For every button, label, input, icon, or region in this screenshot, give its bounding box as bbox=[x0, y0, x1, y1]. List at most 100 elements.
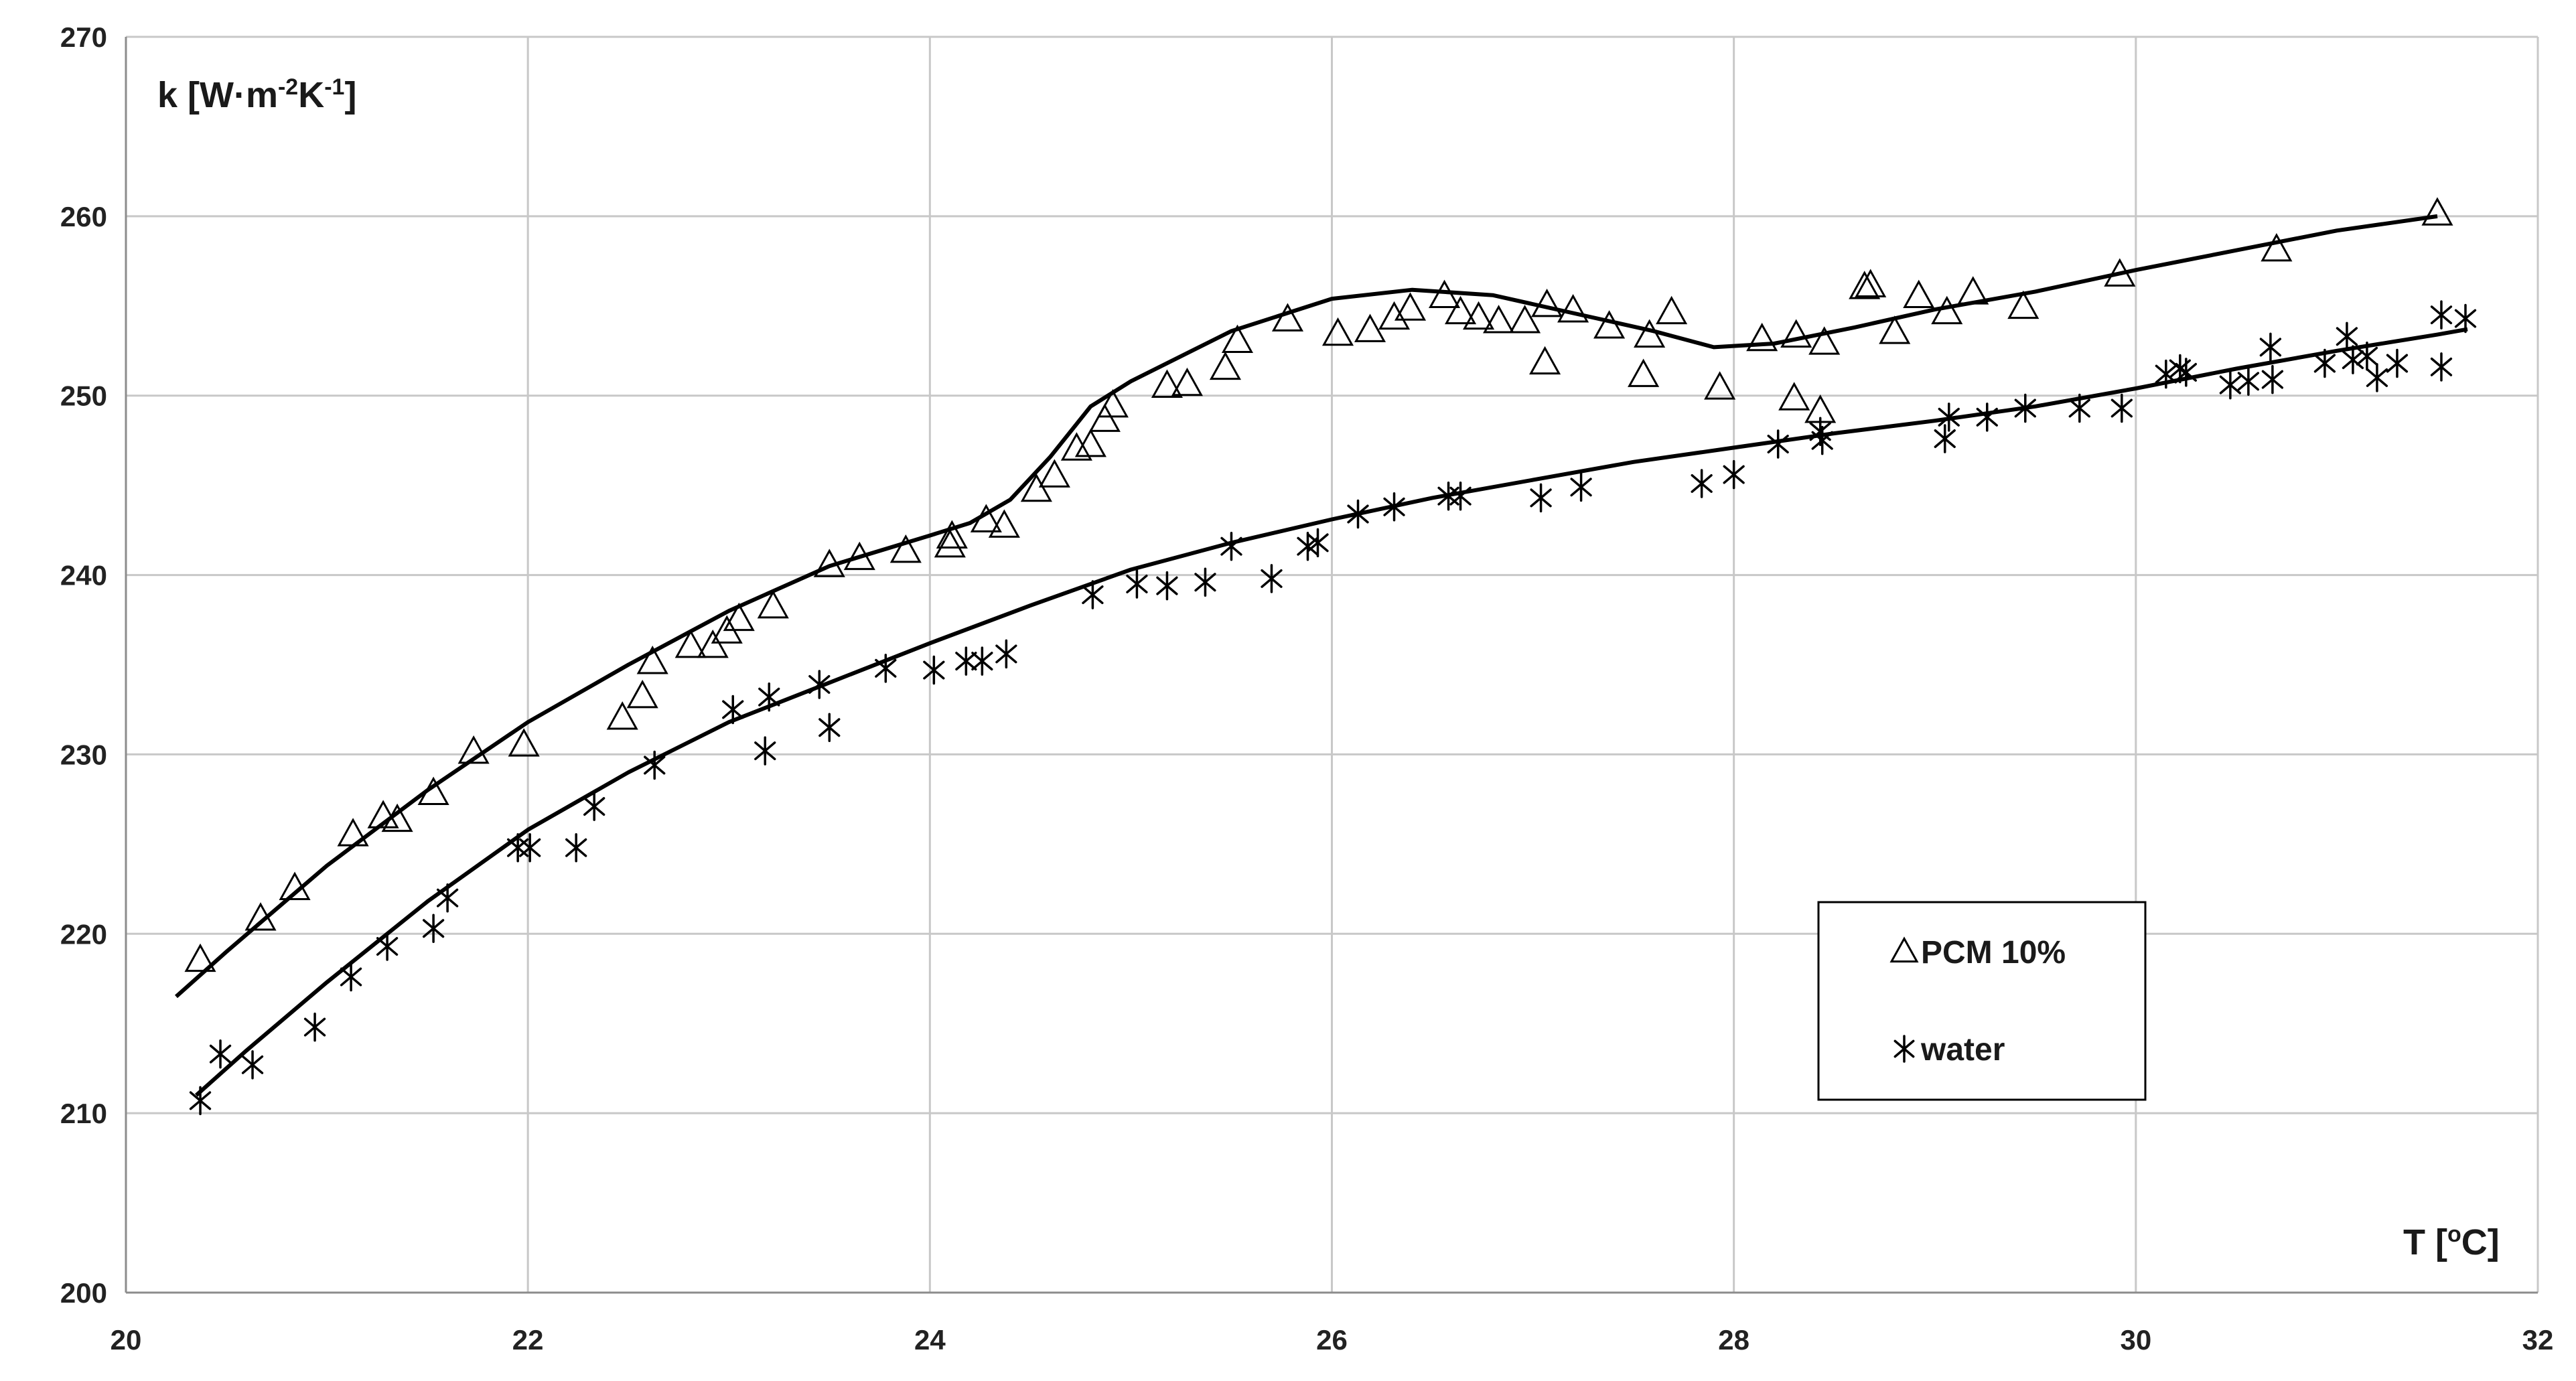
data-point-pcm bbox=[1378, 301, 1411, 330]
data-point-pcm bbox=[723, 602, 755, 632]
x-tick-label: 24 bbox=[914, 1324, 946, 1356]
data-point-pcm bbox=[1557, 294, 1589, 323]
data-point-pcm bbox=[417, 776, 449, 805]
data-point-water bbox=[376, 932, 399, 961]
data-point-water bbox=[923, 655, 945, 685]
data-point-pcm bbox=[1531, 289, 1563, 317]
data-point-water bbox=[2261, 364, 2284, 394]
data-point-water bbox=[971, 646, 993, 676]
data-point-pcm bbox=[1060, 432, 1092, 461]
data-point-water bbox=[2014, 393, 2036, 423]
data-point-pcm bbox=[1509, 305, 1541, 334]
data-point-water bbox=[644, 750, 666, 780]
data-point-pcm bbox=[934, 528, 966, 558]
data-point-pcm bbox=[1780, 319, 1812, 348]
data-point-water bbox=[583, 792, 605, 821]
data-point-pcm bbox=[1151, 369, 1183, 398]
data-point-pcm bbox=[1221, 324, 1254, 353]
legend-asterisk-icon bbox=[1893, 1035, 1915, 1063]
data-point-water bbox=[519, 832, 541, 863]
data-point-pcm bbox=[1209, 351, 1242, 380]
data-point-pcm bbox=[1529, 346, 1561, 375]
data-point-water bbox=[808, 670, 831, 699]
data-point-pcm bbox=[1074, 428, 1106, 457]
data-point-water bbox=[2110, 393, 2133, 423]
data-point-water bbox=[241, 1050, 264, 1080]
data-point-pcm bbox=[1746, 322, 1778, 352]
data-point-pcm bbox=[2104, 258, 2136, 287]
legend-triangle-icon bbox=[1889, 936, 1919, 963]
data-point-water bbox=[189, 1086, 212, 1116]
data-point-water bbox=[1194, 567, 1216, 597]
data-point-pcm bbox=[2007, 290, 2040, 319]
data-point-pcm bbox=[606, 701, 638, 730]
legend-marker-triangle bbox=[1889, 936, 1919, 963]
data-point-water bbox=[2454, 303, 2477, 334]
data-point-water bbox=[1449, 481, 1472, 511]
data-point-water bbox=[422, 914, 445, 943]
data-point-pcm bbox=[1394, 292, 1427, 321]
data-point-water bbox=[1530, 483, 1552, 513]
legend-label-pcm: PCM 10% bbox=[1921, 935, 2066, 970]
data-point-pcm bbox=[1445, 295, 1477, 325]
legend: PCM 10% water bbox=[1817, 901, 2147, 1101]
y-tick-label: 250 bbox=[60, 380, 107, 412]
data-point-pcm bbox=[1354, 313, 1386, 342]
tick-labels: 200 210 220 230 240 250 260 270 20 22 24 26 28 30 32 bbox=[60, 21, 2553, 1356]
x-axis-title: T [oC] bbox=[2403, 1222, 2500, 1262]
data-point-water bbox=[1261, 564, 1283, 593]
y-tick-label: 270 bbox=[60, 21, 107, 53]
data-point-pcm bbox=[1849, 271, 1881, 299]
data-point-water bbox=[1723, 459, 1745, 490]
data-point-pcm bbox=[1903, 279, 1935, 309]
x-tick-label: 20 bbox=[111, 1324, 142, 1356]
data-point-pcm bbox=[1171, 367, 1203, 396]
fit-curve-water bbox=[195, 327, 2468, 1097]
data-point-pcm bbox=[988, 509, 1020, 538]
data-point-pcm bbox=[674, 629, 707, 658]
y-tick-label: 230 bbox=[60, 739, 107, 770]
data-point-water bbox=[1126, 569, 1148, 599]
data-point-water bbox=[1809, 417, 1831, 447]
data-point-water bbox=[754, 736, 776, 766]
data-point-water bbox=[2313, 348, 2336, 378]
x-tick-label: 28 bbox=[1718, 1324, 1749, 1356]
data-point-pcm bbox=[1634, 319, 1666, 348]
legend-marker-asterisk bbox=[1893, 1035, 1915, 1063]
data-point-water bbox=[1691, 469, 1713, 498]
data-point-water bbox=[2430, 300, 2453, 330]
data-point-pcm bbox=[508, 728, 540, 757]
data-point-water bbox=[995, 639, 1017, 669]
data-point-water bbox=[2259, 332, 2282, 362]
axes bbox=[125, 37, 2538, 1294]
y-tick-label: 210 bbox=[60, 1098, 107, 1129]
data-point-water bbox=[436, 883, 459, 913]
data-point-pcm bbox=[279, 871, 311, 900]
data-point-water bbox=[722, 695, 744, 725]
data-point-water bbox=[565, 832, 587, 863]
data-point-water bbox=[955, 646, 977, 676]
data-point-pcm bbox=[970, 504, 1002, 532]
y-tick-label: 240 bbox=[60, 560, 107, 591]
data-point-water bbox=[1082, 580, 1104, 609]
data-point-water bbox=[2155, 359, 2177, 389]
data-point-water bbox=[209, 1039, 232, 1069]
data-point-water bbox=[2386, 348, 2409, 378]
data-point-pcm bbox=[1704, 371, 1736, 400]
data-point-pcm bbox=[626, 679, 658, 709]
data-point-pcm bbox=[381, 803, 413, 832]
data-point-water bbox=[758, 682, 780, 712]
x-tick-label: 26 bbox=[1316, 1324, 1348, 1356]
data-point-water bbox=[2336, 321, 2358, 352]
data-point-pcm bbox=[697, 629, 729, 658]
y-axis-title: k [W·m-2K-1] bbox=[157, 74, 356, 115]
data-point-pcm bbox=[1931, 295, 1963, 325]
x-tick-label: 32 bbox=[2522, 1324, 2554, 1356]
data-point-water bbox=[1938, 403, 1960, 432]
data-point-water bbox=[303, 1012, 326, 1042]
data-point-pcm bbox=[1879, 315, 1911, 344]
data-point-pcm bbox=[184, 943, 216, 972]
data-point-water bbox=[340, 962, 362, 992]
